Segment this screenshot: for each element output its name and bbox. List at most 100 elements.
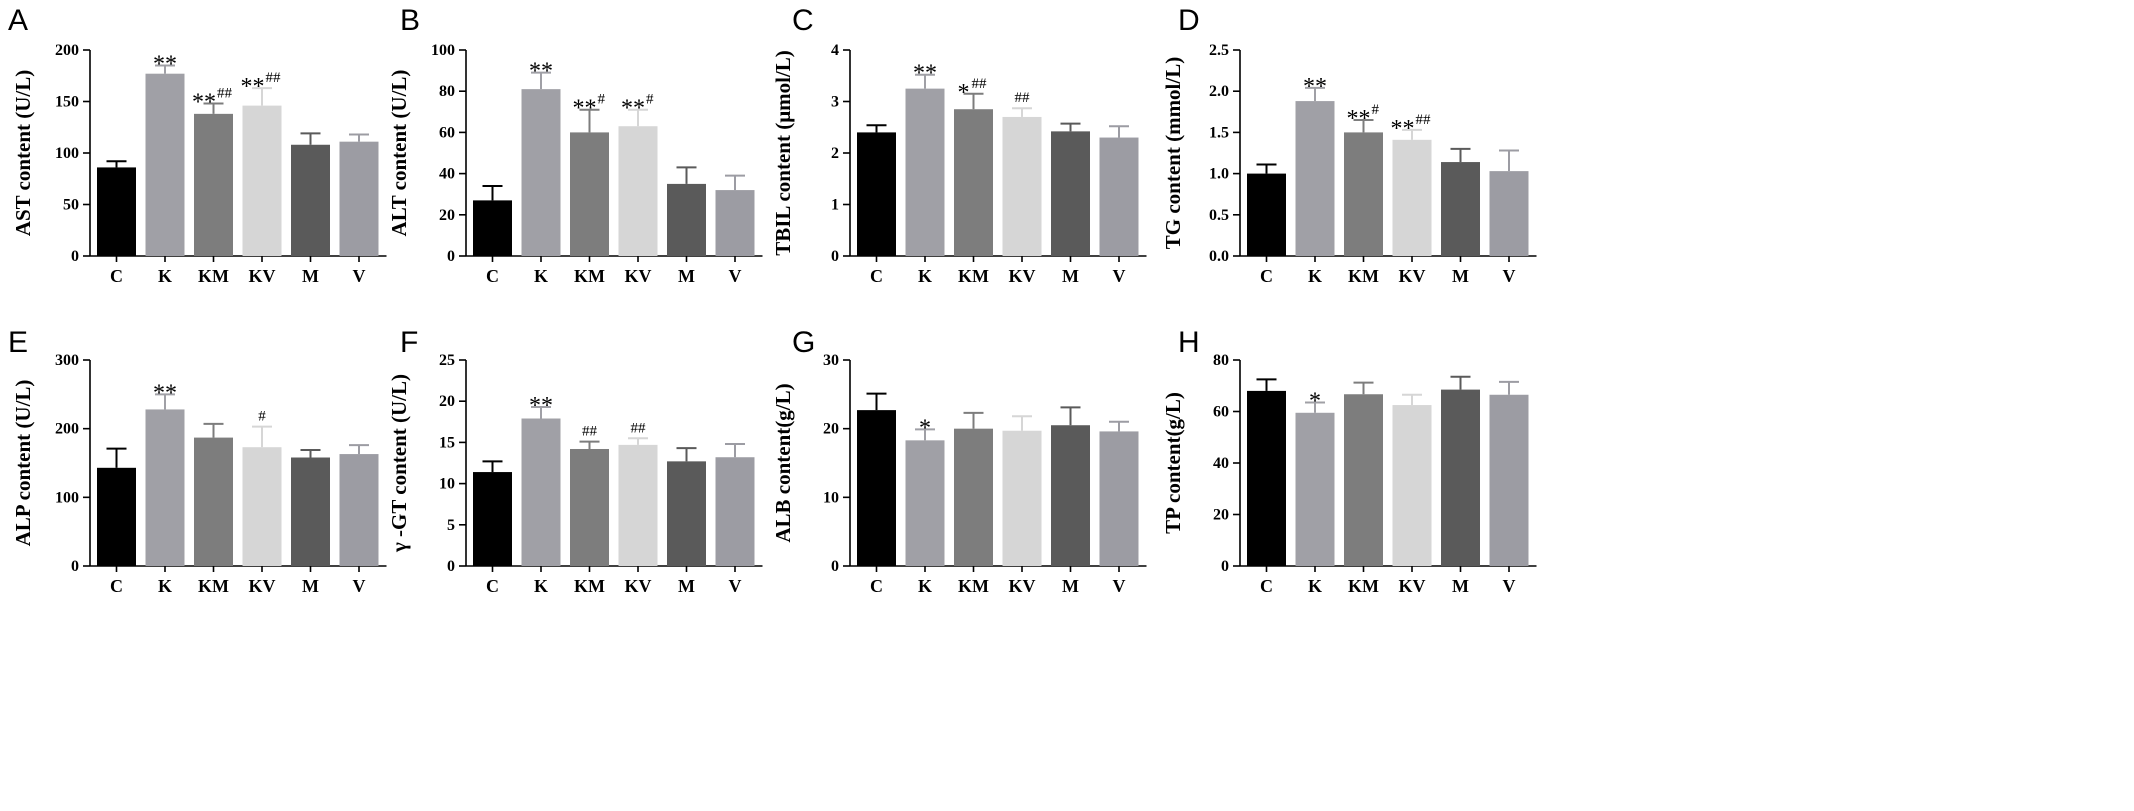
bar-h-kv [1392, 405, 1432, 566]
significance-mark-e-k: ** [153, 380, 177, 406]
y-tick-label-f: 5 [447, 517, 455, 534]
bar-h-km [1344, 394, 1383, 566]
y-tick-label-d: 0.0 [1209, 248, 1229, 265]
y-tick-label-f: 10 [439, 476, 455, 493]
x-tick-label-h: K [1308, 576, 1322, 596]
x-tick-label-d: KM [1348, 266, 1379, 286]
bar-f-c [473, 472, 512, 566]
bar-g-kv [1002, 430, 1042, 566]
bar-a-v [339, 141, 379, 256]
x-tick-label-h: M [1452, 576, 1469, 596]
x-tick-label-d: V [1503, 266, 1516, 286]
x-tick-label-a: KV [249, 266, 276, 286]
significance-hash-d-kv: ## [1416, 112, 1432, 128]
significance-hash-b-km: # [598, 92, 606, 108]
bar-e-c [97, 467, 136, 566]
significance-mark-c-k: ** [913, 61, 937, 87]
panel-letter-h: H [1178, 326, 1200, 359]
x-tick-label-g: M [1062, 576, 1079, 596]
significance-mark-a-k: ** [153, 51, 177, 77]
panel-letter-d: D [1178, 4, 1200, 37]
bar-c-c [857, 132, 896, 256]
x-tick-label-g: V [1113, 576, 1126, 596]
significance-hash-c-kv: ## [1015, 90, 1031, 106]
panel-letter-a: A [8, 4, 28, 37]
bar-e-kv [242, 447, 282, 566]
bar-h-k [1295, 412, 1335, 566]
bar-g-v [1099, 431, 1139, 566]
bar-g-km [954, 428, 993, 566]
panel-d: D TG content (mmol/L) 0.0 0.5 1.0 1.5 2.0 2.5 C K… [1161, 4, 1537, 286]
x-tick-label-e: V [353, 576, 366, 596]
panel-h: H TP content(g/L) 0 20 40 60 80 C K * KM KV M V [1161, 326, 1537, 596]
y-axis-label-g: ALB content(g/L) [771, 383, 795, 542]
y-tick-label-c: 1 [831, 197, 839, 214]
y-tick-label-e: 200 [55, 421, 79, 438]
y-tick-label-b: 60 [439, 124, 455, 141]
y-tick-label-f: 25 [439, 352, 455, 369]
y-tick-label-h: 20 [1213, 507, 1229, 524]
y-tick-label-e: 100 [55, 489, 79, 506]
y-tick-label-b: 100 [431, 42, 455, 59]
panel-letter-c: C [792, 4, 814, 37]
x-tick-label-c: KM [958, 266, 989, 286]
bar-f-m [667, 461, 706, 566]
x-tick-label-e: KM [198, 576, 229, 596]
bar-e-v [339, 454, 379, 566]
x-tick-label-f: V [729, 576, 742, 596]
x-tick-label-g: K [918, 576, 932, 596]
x-tick-label-c: V [1113, 266, 1126, 286]
significance-hash-a-kv: ## [266, 70, 282, 86]
bar-b-kv [618, 126, 658, 256]
bar-a-kv [242, 105, 282, 257]
significance-mark-g-k: * [919, 415, 931, 441]
bar-a-k [145, 73, 185, 256]
bar-b-v [715, 190, 755, 256]
bar-c-v [1099, 137, 1139, 256]
bar-c-km [954, 109, 993, 256]
y-axis-label-d: TG content (mmol/L) [1161, 57, 1185, 249]
x-tick-label-g: KM [958, 576, 989, 596]
bar-g-k [905, 440, 945, 566]
significance-hash-f-kv: ## [631, 420, 647, 436]
y-tick-label-g: 30 [823, 352, 839, 369]
y-tick-label-d: 2.0 [1209, 83, 1229, 100]
significance-mark-a-km: ** [192, 90, 216, 116]
significance-hash-c-km: ## [972, 76, 988, 92]
x-tick-label-h: C [1260, 576, 1273, 596]
bar-e-km [194, 437, 233, 566]
bar-c-k [905, 88, 945, 256]
bar-h-c [1247, 390, 1286, 566]
x-tick-label-e: M [302, 576, 319, 596]
y-tick-label-b: 20 [439, 207, 455, 224]
significance-hash-b-kv: # [646, 92, 654, 108]
bar-c-kv [1002, 116, 1042, 256]
significance-hash-d-km: # [1372, 102, 1380, 118]
panel-f: Fγ -GT content (U/L) 0 5 10 15 20 25 C K ** KM ## KV… [387, 326, 763, 596]
panel-letter-b: B [400, 4, 420, 37]
y-tick-label-b: 0 [447, 248, 455, 265]
significance-mark-d-k: ** [1303, 74, 1327, 100]
y-axis-label-c: TBIL content (μmol/L) [771, 50, 795, 256]
bar-d-v [1489, 171, 1529, 256]
x-tick-label-g: KV [1009, 576, 1036, 596]
significance-mark-d-kv: ** [1391, 116, 1415, 142]
x-tick-label-e: K [158, 576, 172, 596]
bar-h-m [1441, 389, 1480, 566]
significance-mark-a-kv: ** [241, 74, 265, 100]
bar-e-k [145, 409, 185, 566]
bar-d-km [1344, 132, 1383, 256]
y-tick-label-g: 10 [823, 489, 839, 506]
x-tick-label-b: V [729, 266, 742, 286]
significance-hash-f-km: ## [582, 424, 598, 440]
bar-a-c [97, 167, 136, 256]
x-tick-label-b: M [678, 266, 695, 286]
bar-f-kv [618, 444, 658, 566]
y-tick-label-d: 0.5 [1209, 207, 1229, 224]
x-tick-label-f: M [678, 576, 695, 596]
y-axis-label-a: AST content (U/L) [11, 70, 35, 236]
y-axis-label-e: ALP content (U/L) [11, 380, 35, 547]
